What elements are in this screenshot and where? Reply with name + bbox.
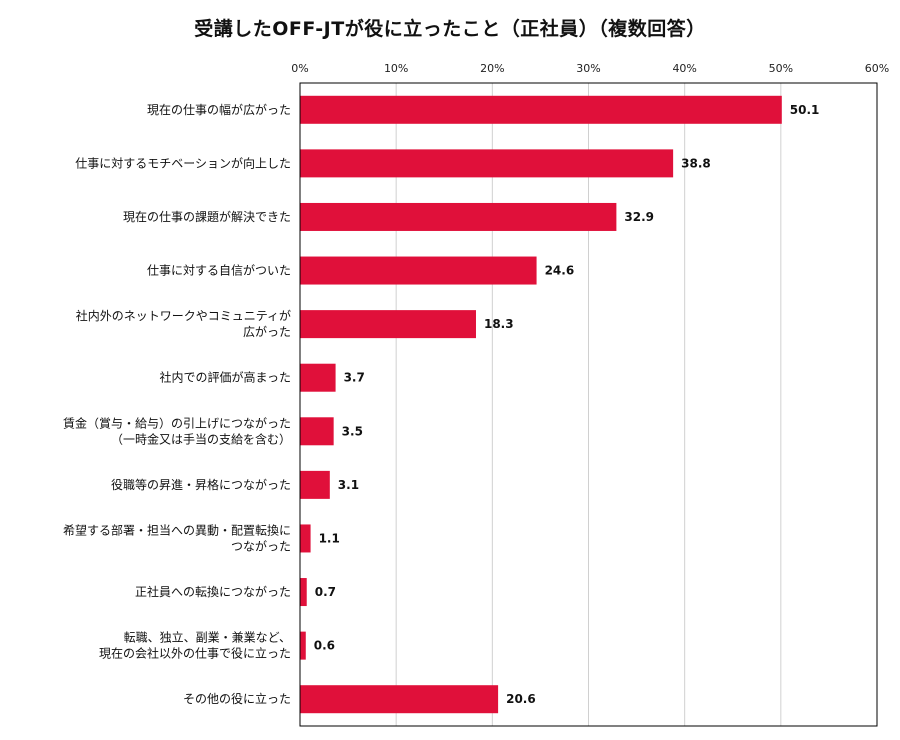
category-label: 役職等の昇進・昇格につながった <box>111 477 291 492</box>
category-label-line: 仕事に対する自信がついた <box>147 263 291 278</box>
category-label-line: 現在の仕事の課題が解決できた <box>123 209 291 224</box>
value-label: 18.3 <box>484 317 514 331</box>
value-label: 0.7 <box>315 585 336 599</box>
value-label: 20.6 <box>506 692 536 706</box>
category-label-line: 社内での評価が高まった <box>159 370 291 385</box>
category-label-group: 現在の仕事の幅が広がった仕事に対するモチベーションが向上した現在の仕事の課題が解… <box>63 102 291 706</box>
bar <box>300 578 307 607</box>
bar <box>300 363 336 392</box>
value-label: 1.1 <box>319 531 340 545</box>
x-tick-label: 30% <box>576 62 600 75</box>
value-label: 3.7 <box>344 371 365 385</box>
x-tick-label: 40% <box>672 62 696 75</box>
bar <box>300 470 330 499</box>
category-label-line: 正社員への転換につながった <box>135 584 291 599</box>
category-label-line: （一時金又は手当の支給を含む） <box>111 431 291 446</box>
category-label: 仕事に対する自信がついた <box>147 263 291 278</box>
x-tick-label: 0% <box>291 62 308 75</box>
category-label: 現在の仕事の幅が広がった <box>147 102 291 117</box>
plot-frame <box>299 82 878 727</box>
bar-group <box>300 95 782 714</box>
category-label: その他の役に立った <box>183 691 291 706</box>
category-label: 現在の仕事の課題が解決できた <box>123 209 291 224</box>
category-label-line: 現在の会社以外の仕事で役に立った <box>99 646 291 661</box>
value-label: 38.8 <box>681 156 711 170</box>
bar <box>300 256 537 285</box>
bar <box>300 310 476 339</box>
bar <box>300 149 674 178</box>
category-label-line: 賃金（賞与・給与）の引上げにつながった <box>63 415 291 430</box>
category-label: 転職、独立、副業・兼業など、現在の会社以外の仕事で役に立った <box>99 630 291 661</box>
value-label: 32.9 <box>624 210 654 224</box>
category-label-line: その他の役に立った <box>183 691 291 706</box>
bar <box>300 631 306 660</box>
bar <box>300 95 782 124</box>
bar <box>300 524 311 553</box>
chart-title: 受講したOFF-JTが役に立ったこと（正社員）（複数回答） <box>194 18 706 40</box>
category-label: 社内外のネットワークやコミュニティが広がった <box>76 308 291 339</box>
category-label-line: 広がった <box>243 324 291 339</box>
value-label: 50.1 <box>790 103 820 117</box>
category-label: 仕事に対するモチベーションが向上した <box>75 155 291 170</box>
category-label: 希望する部署・担当への異動・配置転換につながった <box>63 522 291 553</box>
category-label-line: 転職、独立、副業・兼業など、 <box>124 630 291 645</box>
value-label-group: 50.1 38.8 32.9 24.6 18.3 3.7 3.5 3.1 1.1 0.7 0.6 20… <box>314 103 820 706</box>
bar <box>300 417 334 446</box>
bar <box>300 685 499 714</box>
category-label: 社内での評価が高まった <box>159 370 291 385</box>
x-tick-label: 20% <box>480 62 504 75</box>
category-label-line: 希望する部署・担当への異動・配置転換に <box>63 522 291 537</box>
value-label: 3.5 <box>342 424 363 438</box>
x-tick-label: 50% <box>769 62 793 75</box>
category-label: 賃金（賞与・給与）の引上げにつながった（一時金又は手当の支給を含む） <box>63 415 291 446</box>
bar <box>300 202 617 231</box>
value-label: 3.1 <box>338 478 359 492</box>
value-label: 0.6 <box>314 639 335 653</box>
grid-layer <box>395 83 782 726</box>
category-label: 正社員への転換につながった <box>135 584 291 599</box>
category-label-line: 役職等の昇進・昇格につながった <box>111 477 291 492</box>
tick-label-group: 0% 10% 20% 30% 40% 50% 60% <box>291 62 889 75</box>
x-tick-label: 60% <box>865 62 889 75</box>
category-label-line: つながった <box>231 538 291 553</box>
value-label: 24.6 <box>545 264 575 278</box>
category-label-line: 仕事に対するモチベーションが向上した <box>75 155 291 170</box>
x-tick-label: 10% <box>384 62 408 75</box>
category-label-line: 現在の仕事の幅が広がった <box>147 102 291 117</box>
category-label-line: 社内外のネットワークやコミュニティが <box>76 308 291 323</box>
